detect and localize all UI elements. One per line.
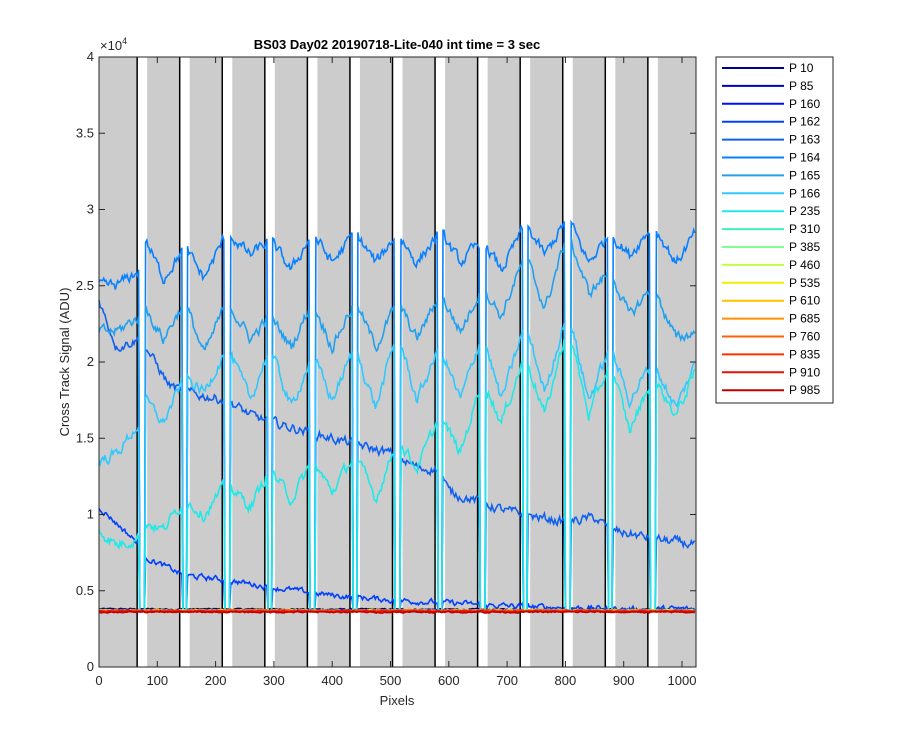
y-tick-label: 4: [87, 49, 94, 64]
legend-entry: P 162: [789, 115, 820, 129]
legend-entry: P 910: [789, 365, 820, 379]
legend-entry: P 685: [789, 312, 820, 326]
x-tick-label: 500: [380, 673, 402, 688]
legend-entry: P 760: [789, 330, 820, 344]
legend-entry: P 165: [789, 168, 820, 182]
gap-columns: [136, 57, 658, 667]
y-tick-label: 3.5: [76, 125, 94, 140]
y-tick-label: 0: [87, 659, 94, 674]
legend-entry: P 835: [789, 347, 820, 361]
gap-column: [179, 57, 190, 667]
gap-column: [562, 57, 573, 667]
gap-column: [307, 57, 318, 667]
x-axis-label: Pixels: [380, 693, 415, 708]
x-tick-label: 400: [321, 673, 343, 688]
gap-column: [222, 57, 233, 667]
x-tick-label: 300: [263, 673, 285, 688]
y-exponent-label: ×104: [100, 36, 127, 53]
legend-entry: P 610: [789, 294, 820, 308]
chart-title: BS03 Day02 20190718-Lite-040 int time = …: [254, 37, 541, 52]
x-tick-label: 700: [496, 673, 518, 688]
legend-entry: P 985: [789, 383, 820, 397]
legend-entry: P 164: [789, 151, 820, 165]
y-axis-label: Cross Track Signal (ADU): [57, 288, 72, 437]
x-tick-label: 200: [205, 673, 227, 688]
gap-column: [647, 57, 658, 667]
y-tick-label: 1: [87, 507, 94, 522]
x-tick-label: 1000: [668, 673, 697, 688]
y-tick-label: 0.5: [76, 583, 94, 598]
legend-entry: P 163: [789, 133, 820, 147]
y-tick-label: 2: [87, 354, 94, 369]
gap-column: [137, 57, 148, 667]
gap-column: [392, 57, 403, 667]
x-tick-label: 100: [146, 673, 168, 688]
legend-entry: P 235: [789, 204, 820, 218]
series-line: [98, 610, 696, 614]
x-tick-label: 800: [555, 673, 577, 688]
x-tick-label: 900: [613, 673, 635, 688]
x-tick-label: 0: [95, 673, 102, 688]
legend-entry: P 535: [789, 276, 820, 290]
legend-entry: P 460: [789, 258, 820, 272]
gap-column: [264, 57, 275, 667]
legend-entry: P 85: [789, 79, 814, 93]
legend-entry: P 166: [789, 186, 820, 200]
gap-column: [520, 57, 531, 667]
y-tick-label: 3: [87, 202, 94, 217]
legend-entry: P 385: [789, 240, 820, 254]
gap-column: [477, 57, 488, 667]
legend: P 10 P 85 P 160 P 162 P 163 P 164 P 165 P 166 P …: [715, 56, 834, 404]
legend-entry: P 10: [789, 61, 814, 75]
x-ticks: 0 100 200 300 400 500 600 700 800 900 1000: [95, 57, 696, 688]
y-tick-label: 1.5: [76, 430, 94, 445]
series-lines: [98, 219, 696, 614]
legend-entry: P 310: [789, 222, 820, 236]
gap-column: [605, 57, 616, 667]
y-ticks: 0 0.5 1 1.5 2 2.5 3 3.5 4: [76, 49, 696, 674]
legend-entry: P 160: [789, 97, 820, 111]
gap-column: [349, 57, 360, 667]
gap-column: [435, 57, 446, 667]
y-tick-label: 2.5: [76, 278, 94, 293]
x-tick-label: 600: [438, 673, 460, 688]
